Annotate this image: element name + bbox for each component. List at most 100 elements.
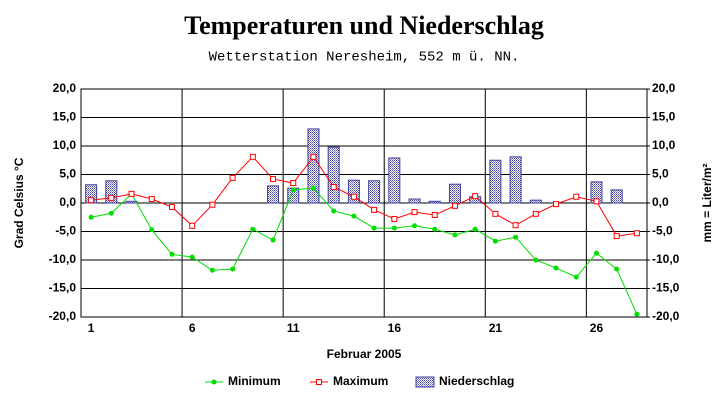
y-tick-label: -20,0 xyxy=(49,309,77,323)
y-tick-label: 20,0 xyxy=(53,81,77,95)
marker xyxy=(331,208,337,214)
marker xyxy=(452,232,458,238)
legend-label: Maximum xyxy=(333,374,388,388)
marker xyxy=(229,174,236,181)
marker xyxy=(189,222,196,229)
bar xyxy=(428,200,441,204)
marker xyxy=(88,214,94,220)
marker xyxy=(108,210,114,216)
marker xyxy=(209,267,215,273)
y2-tick-label: -5,0 xyxy=(652,224,673,238)
x-tick-label: 21 xyxy=(489,321,503,335)
marker xyxy=(412,223,418,229)
marker xyxy=(411,209,418,216)
marker xyxy=(371,206,378,213)
plot-frame xyxy=(80,88,648,318)
legend-swatch xyxy=(415,376,435,388)
marker xyxy=(391,215,398,222)
marker xyxy=(310,153,317,160)
marker xyxy=(310,185,316,191)
bar xyxy=(368,180,381,204)
marker xyxy=(431,211,438,218)
marker xyxy=(614,266,620,272)
marker xyxy=(249,153,256,160)
y2-tick-label: -15,0 xyxy=(652,281,680,295)
marker xyxy=(230,266,236,272)
marker xyxy=(290,187,296,193)
marker xyxy=(351,213,357,219)
marker xyxy=(553,201,560,208)
x-tick-label: 26 xyxy=(590,321,604,335)
marker xyxy=(108,194,115,201)
marker xyxy=(371,225,377,231)
legend-marker xyxy=(316,379,322,385)
marker xyxy=(472,193,479,200)
marker xyxy=(451,202,458,209)
y-tick-label: -15,0 xyxy=(49,281,77,295)
bar xyxy=(267,185,280,204)
marker xyxy=(330,184,337,191)
marker xyxy=(290,180,297,187)
marker xyxy=(492,210,499,217)
chart-subtitle: Wetterstation Neresheim, 552 m ü. NN. xyxy=(209,50,520,66)
marker xyxy=(189,254,195,260)
marker xyxy=(634,311,640,317)
marker xyxy=(593,250,599,256)
marker xyxy=(270,176,277,183)
marker xyxy=(250,226,256,232)
marker xyxy=(553,265,559,271)
marker xyxy=(168,203,175,210)
marker xyxy=(573,193,580,200)
marker xyxy=(88,197,95,204)
y2-tick-label: 0,0 xyxy=(652,195,669,209)
line xyxy=(91,187,638,315)
marker xyxy=(148,196,155,203)
bar xyxy=(610,189,623,204)
marker xyxy=(472,226,478,232)
marker xyxy=(209,201,216,208)
y-tick-label: -5,0 xyxy=(55,224,76,238)
marker xyxy=(128,190,135,197)
marker xyxy=(633,230,640,237)
marker xyxy=(533,257,539,263)
x-tick-label: 16 xyxy=(388,321,402,335)
marker xyxy=(149,227,155,233)
y-tick-label: 5,0 xyxy=(59,167,76,181)
bar xyxy=(388,157,401,204)
marker xyxy=(391,225,397,231)
x-tick-label: 6 xyxy=(189,321,196,335)
marker xyxy=(432,226,438,232)
y2-tick-label: 5,0 xyxy=(652,167,669,181)
bar xyxy=(509,156,522,204)
y2-tick-label: 15,0 xyxy=(652,110,676,124)
y-tick-label: 0,0 xyxy=(59,195,76,209)
y2-tick-label: -10,0 xyxy=(652,252,680,266)
x-tick-label: 1 xyxy=(88,321,95,335)
y2-axis-label: mm = Liter/m² xyxy=(700,163,714,242)
marker xyxy=(573,274,579,280)
x-tick-label: 11 xyxy=(287,321,300,335)
legend-label: Minimum xyxy=(228,374,281,388)
marker xyxy=(492,238,498,244)
marker xyxy=(593,198,600,205)
marker xyxy=(512,222,519,229)
bar xyxy=(408,198,421,204)
bar xyxy=(307,128,320,204)
y-tick-label: 10,0 xyxy=(53,138,77,152)
marker xyxy=(270,237,276,243)
marker xyxy=(169,251,175,257)
bar xyxy=(529,199,542,204)
legend-label: Niederschlag xyxy=(439,374,514,388)
bar xyxy=(489,159,502,204)
y-axis-label: Grad Celsius °C xyxy=(12,157,26,248)
marker xyxy=(532,210,539,217)
bar xyxy=(125,200,138,204)
bar xyxy=(347,179,360,204)
y2-tick-label: 10,0 xyxy=(652,138,676,152)
chart-title: Temperaturen und Niederschlag xyxy=(184,11,544,40)
y2-tick-label: 20,0 xyxy=(652,81,676,95)
bar xyxy=(448,183,461,204)
bar xyxy=(327,146,340,204)
line xyxy=(91,155,637,237)
